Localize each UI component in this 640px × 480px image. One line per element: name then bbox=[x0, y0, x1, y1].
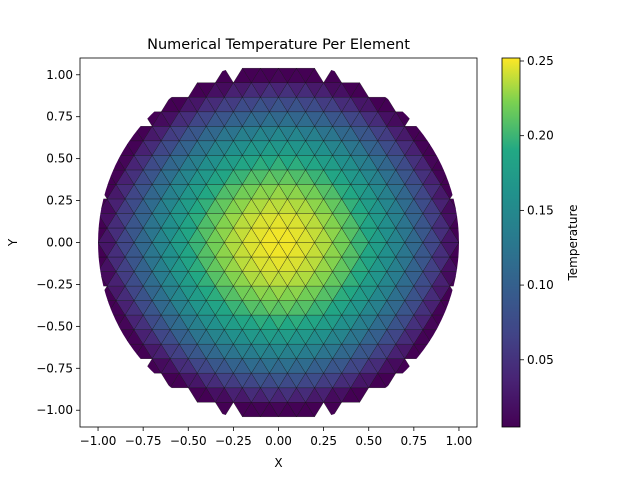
y-tick-label: −0.50 bbox=[36, 319, 73, 333]
x-tick-label: −0.25 bbox=[215, 434, 252, 448]
mesh-element bbox=[305, 67, 325, 83]
y-tick-label: −1.00 bbox=[36, 403, 73, 417]
x-axis-label: X bbox=[274, 456, 282, 470]
y-tick-label: −0.25 bbox=[36, 277, 73, 291]
x-tick-label: 1.00 bbox=[446, 434, 473, 448]
colorbar-tick-label: 0.15 bbox=[527, 203, 554, 217]
y-tick-label: 0.75 bbox=[46, 110, 73, 124]
y-axis-ticks: 1.00 0.75 0.50 0.25 0.00 −0.25 −0.50 −0.75 −1.00 bbox=[36, 68, 80, 417]
x-tick-label: 0.25 bbox=[310, 434, 337, 448]
colorbar-tick-label: 0.25 bbox=[527, 54, 554, 68]
x-tick-label: 0.50 bbox=[355, 434, 382, 448]
colorbar-tick-label: 0.10 bbox=[527, 278, 554, 292]
mesh-element bbox=[214, 67, 234, 83]
x-tick-label: −1.00 bbox=[80, 434, 117, 448]
colorbar-tick-label: 0.05 bbox=[527, 353, 554, 367]
x-tick-label: 0.75 bbox=[400, 434, 427, 448]
colorbar bbox=[501, 57, 521, 428]
chart-title: Numerical Temperature Per Element bbox=[147, 37, 410, 53]
colorbar-tick-label: 0.20 bbox=[527, 129, 554, 143]
mesh-element bbox=[377, 96, 397, 113]
mesh-element bbox=[350, 82, 370, 98]
x-tick-label: −0.50 bbox=[170, 434, 207, 448]
y-axis-label: Y bbox=[6, 238, 20, 247]
y-tick-label: 0.50 bbox=[46, 152, 73, 166]
x-axis-ticks: −1.00 −0.75 −0.50 −0.25 0.00 0.25 0.50 0.75 1.00 bbox=[80, 427, 473, 448]
y-tick-label: 0.00 bbox=[46, 236, 73, 250]
y-tick-label: −0.75 bbox=[36, 361, 73, 375]
x-tick-label: −0.75 bbox=[125, 434, 162, 448]
y-tick-label: 1.00 bbox=[46, 68, 73, 82]
mesh-elements bbox=[98, 67, 459, 418]
colorbar-ticks: 0.05 0.10 0.15 0.20 0.25 bbox=[520, 54, 554, 367]
y-tick-label: 0.25 bbox=[46, 194, 73, 208]
colorbar-label: Temperature bbox=[566, 204, 580, 281]
mesh-element bbox=[323, 67, 343, 83]
x-tick-label: 0.00 bbox=[265, 434, 292, 448]
